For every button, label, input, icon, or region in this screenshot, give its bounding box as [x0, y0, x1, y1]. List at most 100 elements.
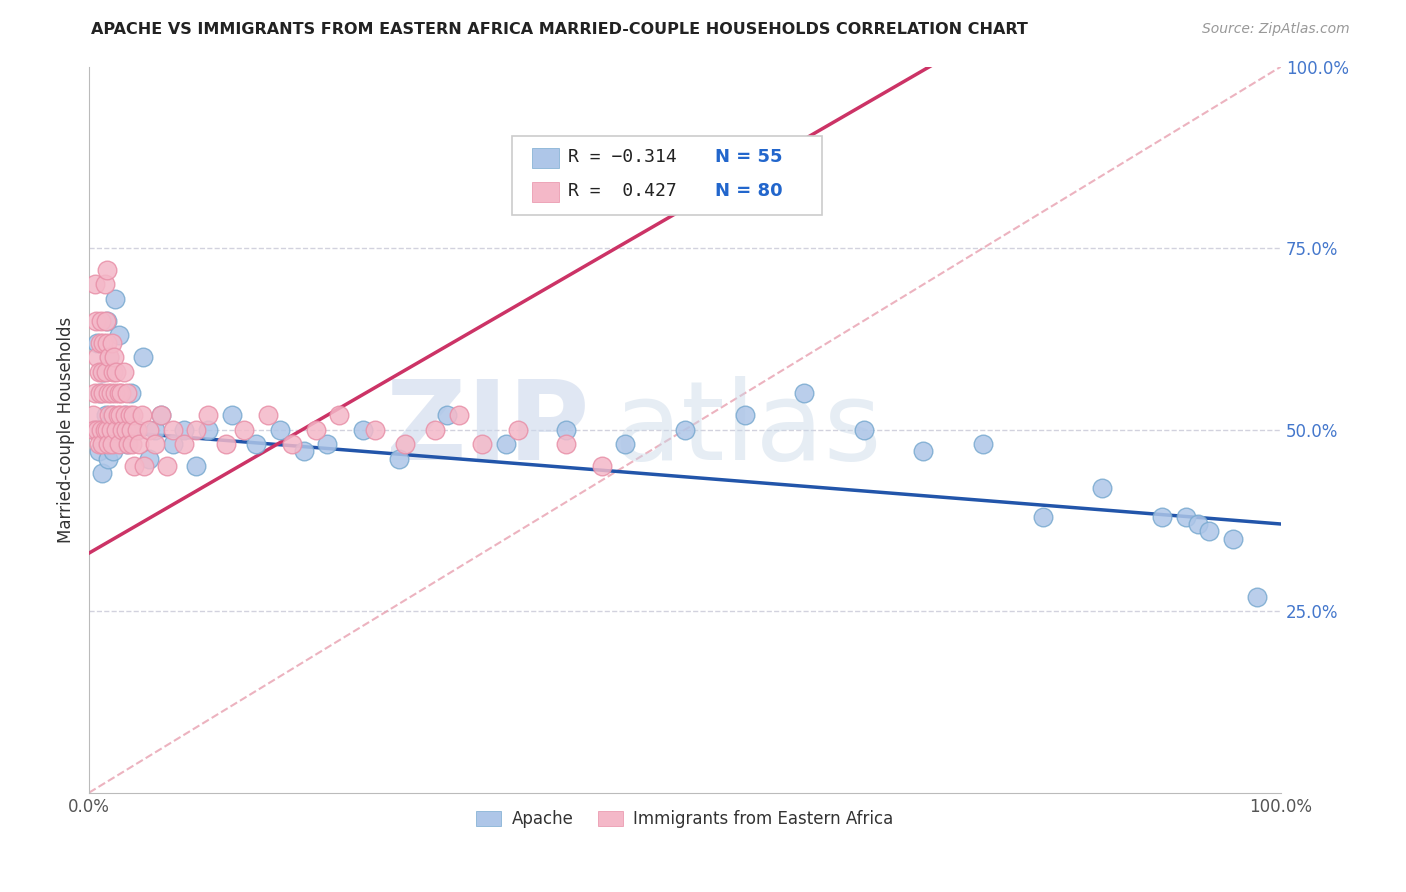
- Point: [96, 335, 118, 350]
- Point: [108, 386, 131, 401]
- Point: [115, 437, 138, 451]
- Point: [173, 423, 195, 437]
- Point: [93, 365, 115, 379]
- Point: [108, 437, 131, 451]
- Point: [245, 437, 267, 451]
- Text: atlas: atlas: [613, 376, 882, 483]
- Point: [128, 437, 150, 451]
- Point: [83, 423, 105, 437]
- Point: [1187, 516, 1209, 531]
- Point: [233, 423, 256, 437]
- Point: [84, 423, 107, 437]
- Point: [100, 335, 122, 350]
- Point: [100, 408, 122, 422]
- Point: [84, 314, 107, 328]
- Point: [118, 408, 141, 422]
- Point: [554, 423, 576, 437]
- Legend: Apache, Immigrants from Eastern Africa: Apache, Immigrants from Eastern Africa: [470, 804, 900, 835]
- Point: [115, 423, 138, 437]
- Point: [94, 408, 117, 422]
- Point: [447, 408, 470, 422]
- Point: [94, 314, 117, 328]
- Point: [734, 408, 756, 422]
- Point: [89, 386, 111, 401]
- Point: [112, 365, 135, 379]
- Point: [197, 408, 219, 422]
- Point: [162, 437, 184, 451]
- Point: [1091, 481, 1114, 495]
- Point: [100, 437, 122, 451]
- Point: [100, 386, 122, 401]
- Point: [114, 408, 136, 422]
- Point: [436, 408, 458, 422]
- Y-axis label: Married-couple Households: Married-couple Households: [58, 317, 75, 542]
- Point: [121, 437, 143, 451]
- Point: [90, 314, 112, 328]
- Point: [138, 423, 160, 437]
- Point: [316, 437, 339, 451]
- Point: [96, 314, 118, 328]
- Text: N = 80: N = 80: [714, 183, 782, 201]
- Point: [82, 408, 104, 422]
- Point: [117, 437, 139, 451]
- Point: [328, 408, 350, 422]
- Point: [98, 350, 121, 364]
- Point: [114, 408, 136, 422]
- Point: [96, 263, 118, 277]
- Point: [554, 437, 576, 451]
- Point: [394, 437, 416, 451]
- Point: [97, 451, 120, 466]
- Point: [221, 408, 243, 422]
- Point: [86, 335, 108, 350]
- Point: [280, 437, 302, 451]
- Point: [155, 458, 177, 473]
- Point: [673, 423, 696, 437]
- Point: [93, 423, 115, 437]
- Point: [162, 423, 184, 437]
- Point: [793, 386, 815, 401]
- Point: [912, 444, 935, 458]
- Point: [471, 437, 494, 451]
- Point: [87, 365, 110, 379]
- Point: [105, 365, 128, 379]
- Point: [1032, 509, 1054, 524]
- Point: [91, 437, 114, 451]
- Point: [173, 437, 195, 451]
- Point: [304, 423, 326, 437]
- Point: [120, 386, 142, 401]
- Point: [104, 292, 127, 306]
- Point: [100, 423, 122, 437]
- Point: [591, 458, 613, 473]
- Point: [98, 408, 121, 422]
- Point: [1198, 524, 1220, 539]
- Point: [107, 408, 129, 422]
- Point: [87, 437, 110, 451]
- Point: [108, 408, 131, 422]
- Point: [115, 386, 138, 401]
- Point: [508, 423, 530, 437]
- Point: [143, 437, 166, 451]
- Point: [91, 466, 114, 480]
- Point: [1174, 509, 1197, 524]
- Point: [96, 423, 118, 437]
- Point: [110, 423, 132, 437]
- Point: [98, 350, 121, 364]
- Point: [93, 335, 115, 350]
- Point: [388, 451, 411, 466]
- Point: [1222, 532, 1244, 546]
- FancyBboxPatch shape: [533, 148, 558, 169]
- Point: [86, 350, 108, 364]
- Point: [94, 365, 117, 379]
- Point: [149, 408, 172, 422]
- Point: [132, 458, 155, 473]
- Point: [90, 423, 112, 437]
- Point: [215, 437, 238, 451]
- Point: [97, 386, 120, 401]
- Point: [90, 423, 112, 437]
- Point: [852, 423, 875, 437]
- Point: [495, 437, 517, 451]
- Point: [89, 386, 111, 401]
- Point: [197, 423, 219, 437]
- FancyBboxPatch shape: [533, 182, 558, 202]
- Point: [86, 423, 108, 437]
